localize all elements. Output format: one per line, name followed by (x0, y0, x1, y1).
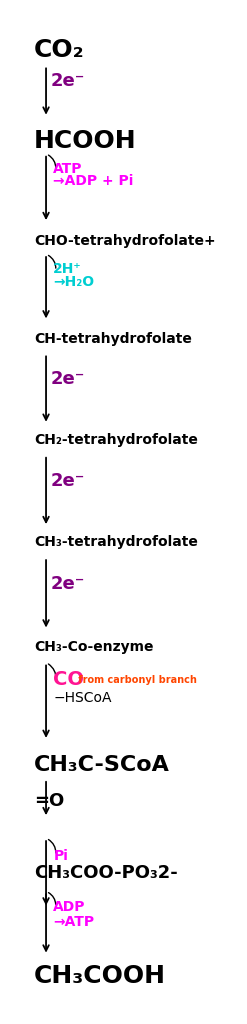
Text: ATP: ATP (53, 162, 83, 176)
Text: CH₂-tetrahydrofolate: CH₂-tetrahydrofolate (34, 433, 198, 446)
Text: ADP: ADP (53, 900, 86, 914)
Text: →ATP: →ATP (53, 915, 94, 929)
Text: →H₂O: →H₂O (53, 275, 94, 290)
Text: 2e⁻: 2e⁻ (51, 370, 85, 388)
Text: CH₃-Co-enzyme: CH₃-Co-enzyme (34, 640, 153, 654)
Text: →ADP + Pi: →ADP + Pi (53, 174, 134, 188)
Text: CH-tetrahydrofolate: CH-tetrahydrofolate (34, 333, 192, 346)
Text: −HSCoA: −HSCoA (53, 691, 112, 705)
Text: CO₂: CO₂ (34, 38, 84, 62)
Text: =O: =O (34, 792, 64, 810)
Text: 2H⁺: 2H⁺ (53, 262, 82, 275)
Text: CHO-tetrahydrofolate+: CHO-tetrahydrofolate+ (34, 234, 216, 248)
Text: Pi: Pi (53, 849, 68, 862)
Text: 2e⁻: 2e⁻ (51, 472, 85, 489)
Text: CH₃-tetrahydrofolate: CH₃-tetrahydrofolate (34, 536, 198, 549)
Text: 2e⁻: 2e⁻ (51, 73, 85, 90)
Text: 2e⁻: 2e⁻ (51, 574, 85, 593)
Text: CH₃COO-PO₃2-: CH₃COO-PO₃2- (34, 864, 178, 883)
Text: HCOOH: HCOOH (34, 129, 137, 153)
Text: CH₃COOH: CH₃COOH (34, 964, 166, 987)
Text: CO: CO (53, 671, 84, 689)
Text: CH₃C-SCoA: CH₃C-SCoA (34, 755, 170, 775)
Text: from carbonyl branch: from carbonyl branch (75, 675, 197, 685)
